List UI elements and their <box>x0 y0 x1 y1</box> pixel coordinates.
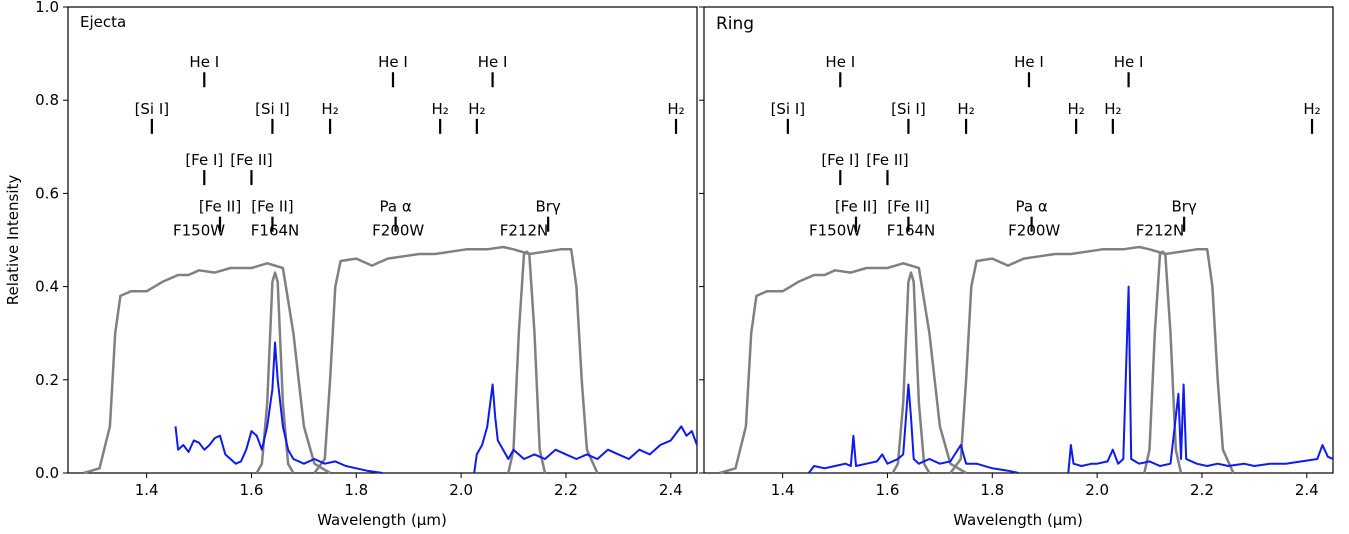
filter-curve-f200w <box>949 245 1235 474</box>
x-ticks: 1.4 1.6 1.8 2.0 2.2 2.4 <box>771 473 1319 499</box>
spectrum-line-2 <box>473 383 698 474</box>
filter-curves <box>719 245 1235 475</box>
line-marker-label: Brγ <box>535 198 560 216</box>
filter-label-f150w: F150W <box>809 221 861 239</box>
filter-curves <box>83 245 599 475</box>
line-markers: He I He I He I [Si I] [Si I] H₂ H₂ H₂ H₂ [Fe I] [F… <box>135 53 685 232</box>
y-ticks <box>699 6 704 474</box>
x-tick-label: 2.2 <box>554 481 578 499</box>
line-marker-label: H₂ <box>1068 100 1085 118</box>
y-axis-label: Relative Intensity <box>4 175 22 306</box>
filter-label-f212n: F212N <box>500 221 548 239</box>
x-tick-label: 2.2 <box>1190 481 1214 499</box>
y-tick-label: 0.4 <box>35 278 59 296</box>
x-tick-label: 1.8 <box>344 481 368 499</box>
filter-curve-f212n <box>507 250 547 474</box>
filter-curve-f212n <box>1143 250 1183 474</box>
filter-label-f164n: F164N <box>887 221 935 239</box>
filter-label-f200w: F200W <box>1008 221 1060 239</box>
line-marker-label: [Fe II] <box>251 198 293 216</box>
line-marker-label: H₂ <box>957 100 974 118</box>
x-tick-label: 1.8 <box>980 481 1004 499</box>
x-tick-label: 2.0 <box>449 481 473 499</box>
y-tick-label: 0.2 <box>35 371 59 389</box>
line-marker-label: [Fe II] <box>230 151 272 169</box>
panel-title-ring: Ring <box>716 14 754 34</box>
y-tick-label: 1.0 <box>35 0 59 16</box>
line-marker-label: [Si I] <box>771 100 806 118</box>
filter-labels: F150W F164N F200W F212N <box>173 221 548 239</box>
x-tick-label: 1.4 <box>771 481 795 499</box>
x-axis-label-ring: Wavelength (μm) <box>953 511 1083 529</box>
line-marker-label: H₂ <box>432 100 449 118</box>
line-marker-label: H₂ <box>1104 100 1121 118</box>
x-tick-label: 2.0 <box>1085 481 1109 499</box>
panel-title-ejecta: Ejecta <box>80 13 126 31</box>
filter-label-f212n: F212N <box>1136 221 1184 239</box>
panel-frame <box>67 6 698 474</box>
x-tick-label: 1.4 <box>135 481 159 499</box>
line-marker-label: Pa α <box>379 198 411 216</box>
filter-label-f150w: F150W <box>173 221 225 239</box>
x-tick-label: 2.4 <box>659 481 683 499</box>
x-tick-label: 1.6 <box>240 481 264 499</box>
filter-label-f164n: F164N <box>251 221 299 239</box>
x-tick-label: 1.6 <box>876 481 900 499</box>
line-marker-label: H₂ <box>1303 100 1320 118</box>
line-marker-label: H₂ <box>667 100 684 118</box>
filter-curve-f150w <box>719 262 967 475</box>
filter-curve-f150w <box>83 262 331 475</box>
panel-ejecta: Ejecta He I He I He I [Si I] [Si I] H₂ H₂ H₂ H₂ [… <box>35 0 698 529</box>
line-marker-label: [Fe II] <box>866 151 908 169</box>
line-marker-label: He I <box>378 53 408 71</box>
x-axis-label-ejecta: Wavelength (μm) <box>317 511 447 529</box>
spectrum-line-1 <box>174 341 383 474</box>
line-marker-label: He I <box>189 53 219 71</box>
spectrum-series <box>174 341 698 474</box>
line-marker-label: Pa α <box>1015 198 1047 216</box>
filter-curve-f200w <box>313 245 599 474</box>
line-marker-label: H₂ <box>321 100 338 118</box>
line-marker-label: H₂ <box>468 100 485 118</box>
filter-label-f200w: F200W <box>372 221 424 239</box>
line-marker-label: [Si I] <box>135 100 170 118</box>
y-tick-label: 0.6 <box>35 184 59 202</box>
y-tick-label: 0.0 <box>35 464 59 482</box>
panel-frame <box>703 6 1334 474</box>
line-marker-label: [Fe II] <box>835 198 877 216</box>
line-marker-label: [Fe I] <box>185 151 223 169</box>
line-marker-label: [Si I] <box>255 100 290 118</box>
y-ticks: 0.0 0.2 0.4 0.6 0.8 1.0 <box>35 0 68 482</box>
filter-curve-f164n <box>891 271 931 474</box>
line-marker-label: Brγ <box>1171 198 1196 216</box>
line-marker-label: [Fe II] <box>199 198 241 216</box>
filter-labels: F150W F164N F200W F212N <box>809 221 1184 239</box>
spectrum-line-2 <box>1067 285 1334 474</box>
line-marker-label: He I <box>478 53 508 71</box>
spectrum-line-1 <box>808 383 1019 474</box>
spectrum-series <box>808 285 1334 474</box>
line-marker-label: [Si I] <box>891 100 926 118</box>
line-markers: He I He I He I [Si I] [Si I] H₂ H₂ H₂ H₂ [Fe I] [F… <box>771 53 1321 232</box>
x-tick-label: 2.4 <box>1295 481 1319 499</box>
line-marker-label: He I <box>1114 53 1144 71</box>
line-marker-label: [Fe I] <box>821 151 859 169</box>
x-ticks: 1.4 1.6 1.8 2.0 2.2 2.4 <box>135 473 683 499</box>
line-marker-label: He I <box>825 53 855 71</box>
panel-ring: Ring He I He I He I [Si I] [Si I] H₂ H₂ H₂ H₂ [Fe… <box>699 6 1334 529</box>
line-marker-label: He I <box>1014 53 1044 71</box>
line-marker-label: [Fe II] <box>887 198 929 216</box>
y-tick-label: 0.8 <box>35 91 59 109</box>
